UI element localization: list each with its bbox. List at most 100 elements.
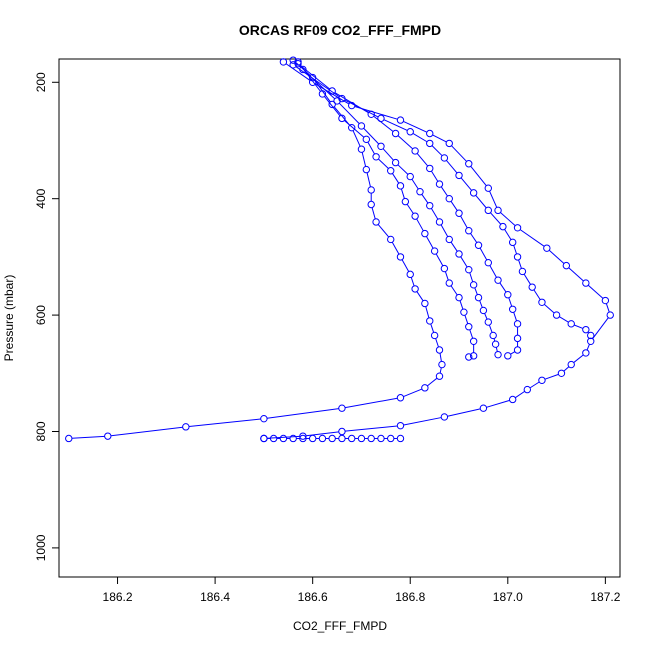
data-point <box>396 182 405 190</box>
series-segment <box>451 145 467 162</box>
data-point <box>504 352 512 360</box>
data-point <box>494 206 502 215</box>
data-point <box>435 372 444 380</box>
data-point <box>426 164 434 173</box>
data-point <box>377 434 385 443</box>
series-segment <box>392 173 400 184</box>
data-point <box>421 384 429 392</box>
data-point <box>411 212 419 220</box>
data-point <box>401 197 410 206</box>
series-segment <box>563 366 570 372</box>
data-point <box>338 114 346 123</box>
series-segment <box>338 102 360 124</box>
data-point <box>411 285 419 293</box>
data-point <box>430 331 439 340</box>
series-segment <box>519 229 545 247</box>
data-point <box>338 434 346 443</box>
data-point <box>508 305 517 313</box>
data-point <box>289 61 297 69</box>
series-segment <box>295 66 340 98</box>
series-segment <box>373 115 394 132</box>
series-segment <box>450 285 458 296</box>
series-segment <box>397 135 414 150</box>
data-point <box>387 167 395 175</box>
series-segment <box>266 408 339 419</box>
data-point <box>372 153 380 161</box>
data-point <box>455 250 463 258</box>
data-point <box>328 434 336 443</box>
data-point <box>421 229 429 238</box>
data-point <box>357 122 366 130</box>
data-point <box>65 434 73 443</box>
data-point <box>299 432 307 440</box>
data-point <box>484 259 492 267</box>
series-segment <box>403 388 423 397</box>
data-point <box>396 253 405 261</box>
series-segment <box>513 245 518 255</box>
data-point <box>367 434 375 443</box>
series-segment <box>416 153 429 167</box>
y-tick-label: 200 <box>34 72 48 92</box>
data-point <box>387 235 395 244</box>
data-point <box>513 346 522 354</box>
data-point <box>504 291 512 299</box>
data-point <box>552 311 561 319</box>
data-point <box>469 189 478 197</box>
x-tick-label: 186.4 <box>200 590 230 604</box>
data-point <box>465 227 473 235</box>
data-point <box>445 279 453 287</box>
data-point <box>538 298 546 306</box>
series-segment <box>324 96 341 117</box>
x-axis-label: CO2_FFF_FMPD <box>293 619 387 633</box>
data-point <box>469 352 478 360</box>
series-segment <box>110 426 183 437</box>
data-point <box>406 270 414 279</box>
data-point <box>279 58 288 66</box>
data-point <box>494 276 502 284</box>
series-segment <box>573 354 584 363</box>
data-point <box>348 434 356 443</box>
y-tick-label: 400 <box>34 188 48 208</box>
series-segment <box>377 224 390 238</box>
series-segment <box>315 83 350 105</box>
series-segment <box>513 312 518 321</box>
series-segment <box>605 303 610 313</box>
plot-frame <box>58 58 621 578</box>
series-segment <box>425 236 434 249</box>
series-segment <box>450 241 458 252</box>
series-segment <box>430 323 435 333</box>
data-point <box>438 360 446 369</box>
data-point <box>567 360 575 369</box>
data-point <box>308 434 317 443</box>
data-point <box>289 56 297 64</box>
series-segment <box>401 259 410 272</box>
data-point <box>260 434 268 443</box>
data-point <box>299 434 307 443</box>
data-point <box>484 318 492 326</box>
series-segment <box>344 120 365 138</box>
data-point <box>455 171 463 180</box>
data-point <box>318 90 327 98</box>
series-segment <box>460 256 468 268</box>
series-segment <box>435 338 439 348</box>
data-point <box>396 434 405 443</box>
series-segment <box>71 435 105 439</box>
data-point <box>362 165 371 174</box>
series-2 <box>294 58 478 361</box>
series-segment <box>367 141 375 155</box>
data-point <box>421 299 429 308</box>
data-point <box>416 188 424 196</box>
data-point <box>396 421 405 430</box>
series-segment <box>383 119 408 131</box>
data-point <box>528 283 536 291</box>
series-segment <box>406 203 414 214</box>
x-tick-label: 187.0 <box>493 590 523 604</box>
data-point <box>348 101 356 110</box>
series-segment <box>459 300 464 310</box>
data-point <box>499 222 507 231</box>
data-point <box>406 172 414 181</box>
data-point <box>338 94 346 103</box>
x-axis: 186.2 186.4 186.6 186.8 187.0 187.2 <box>103 576 621 604</box>
series-segment <box>479 300 483 308</box>
data-point <box>396 116 405 124</box>
